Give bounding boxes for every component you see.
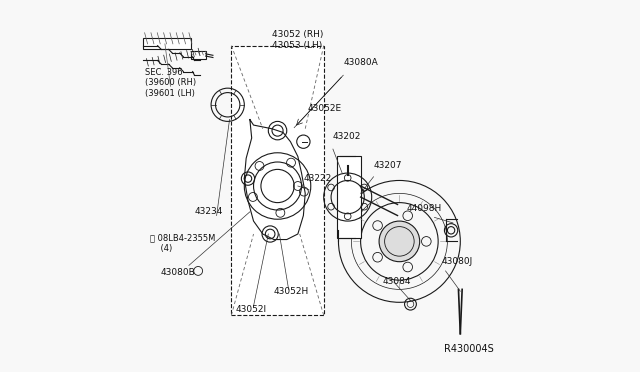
Bar xyxy=(232,46,324,315)
Text: 43234: 43234 xyxy=(195,207,223,217)
Text: 43080A: 43080A xyxy=(344,58,379,67)
Bar xyxy=(143,38,191,49)
Text: 43084: 43084 xyxy=(383,278,412,286)
Text: 43222: 43222 xyxy=(303,174,332,183)
Text: 43080J: 43080J xyxy=(442,257,473,266)
Text: Ⓑ 08LB4-2355M
    (4): Ⓑ 08LB4-2355M (4) xyxy=(150,234,216,253)
Circle shape xyxy=(379,221,420,262)
Bar xyxy=(191,51,205,59)
Bar xyxy=(337,157,360,238)
Text: 44098H: 44098H xyxy=(407,203,442,213)
Text: 43052 (RH)
43053 (LH): 43052 (RH) 43053 (LH) xyxy=(272,31,323,50)
Text: 43052E: 43052E xyxy=(308,104,342,113)
Text: 43080B: 43080B xyxy=(161,268,195,277)
Text: 43202: 43202 xyxy=(333,132,362,141)
Text: 43052I: 43052I xyxy=(236,305,267,314)
Text: SEC. 396
(39600 (RH)
(39601 (LH): SEC. 396 (39600 (RH) (39601 (LH) xyxy=(145,68,196,97)
Text: 43052H: 43052H xyxy=(274,287,309,296)
Text: 43207: 43207 xyxy=(374,161,402,170)
Text: R430004S: R430004S xyxy=(444,344,493,354)
